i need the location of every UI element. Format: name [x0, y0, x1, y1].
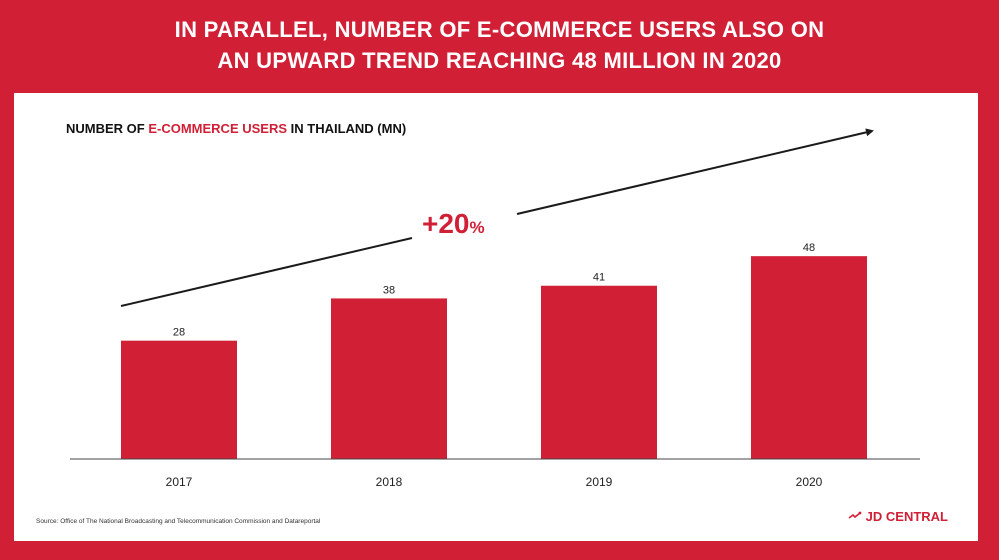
headline-line-1: IN PARALLEL, NUMBER OF E-COMMERCE USERS …	[174, 17, 825, 42]
trend-arrow	[120, 128, 874, 307]
data-label-2019: 41	[593, 272, 605, 284]
trend-line-right	[516, 128, 874, 215]
growth-unit: %	[470, 218, 485, 237]
brand-logo: JD CENTRAL	[848, 509, 948, 524]
x-tick-2017: 2017	[166, 475, 193, 489]
chart-panel: NUMBER OF E-COMMERCE USERS IN THAILAND (…	[14, 93, 978, 541]
bars-layer	[121, 256, 867, 459]
data-label-2018: 38	[383, 284, 395, 296]
bar-2018	[331, 298, 447, 459]
chart-title-suffix: IN THAILAND (MN)	[287, 121, 407, 136]
source-note: Source: Office of The National Broadcast…	[36, 518, 321, 525]
chart-title-highlight: E-COMMERCE USERS	[148, 121, 288, 136]
growth-value: +20	[422, 208, 470, 239]
jd-logo-icon	[848, 511, 862, 519]
x-tick-2020: 2020	[796, 475, 823, 489]
bar-chart: 28 38 41 48 2017 2018 2019 2020 +20%	[70, 128, 920, 489]
chart-title-prefix: NUMBER OF	[66, 121, 149, 136]
x-tick-2019: 2019	[586, 475, 613, 489]
trend-line-left	[120, 237, 413, 307]
x-tick-labels: 2017 2018 2019 2020	[166, 475, 823, 489]
headline-line-2: AN UPWARD TREND REACHING 48 MILLION IN 2…	[217, 48, 782, 73]
x-tick-2018: 2018	[376, 475, 403, 489]
labels-layer: 28 38 41 48	[173, 242, 815, 339]
bar-2020	[751, 256, 867, 459]
brand-name: JD CENTRAL	[865, 509, 948, 524]
chart-title: NUMBER OF E-COMMERCE USERS IN THAILAND (…	[66, 121, 406, 136]
data-label-2017: 28	[173, 327, 185, 339]
bar-2017	[121, 340, 237, 459]
data-label-2020: 48	[803, 242, 815, 254]
bar-2019	[541, 285, 657, 459]
growth-annotation: +20%	[422, 208, 485, 239]
headline: IN PARALLEL, NUMBER OF E-COMMERCE USERS …	[0, 14, 999, 76]
